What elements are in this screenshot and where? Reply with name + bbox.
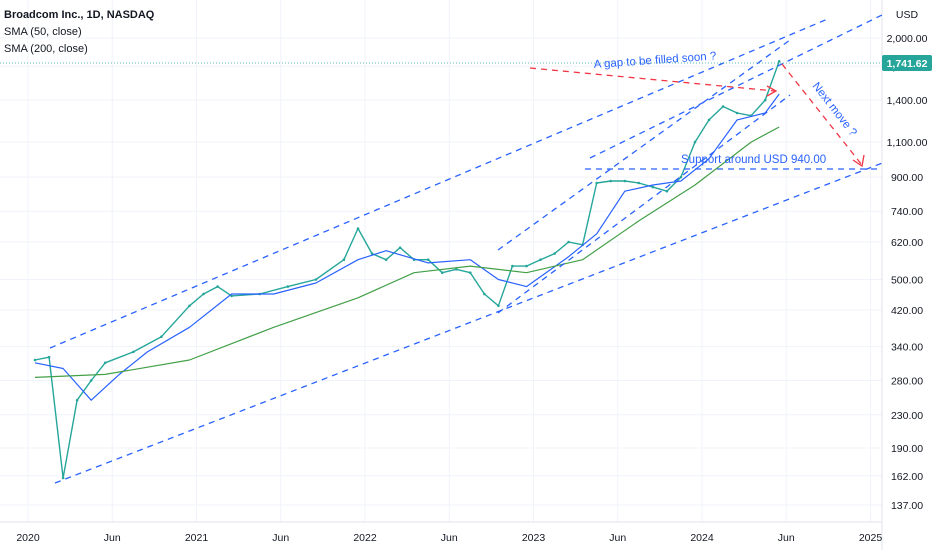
- x-ticks: 2020 Jun 2021 Jun 2022 Jun 2023 Jun 2024 Jun 2025: [16, 532, 882, 544]
- legend-sma200: SMA (200, close): [4, 43, 88, 55]
- price-point: [735, 111, 739, 115]
- currency-label: USD: [896, 9, 919, 21]
- gap-arrow-icon: [766, 85, 778, 97]
- x-tick-label: 2022: [353, 532, 377, 544]
- series-group: [33, 60, 781, 480]
- legend-sma50: SMA (50, close): [4, 26, 82, 38]
- price-point: [89, 379, 93, 382]
- price-point: [202, 292, 205, 296]
- sma200-line: [34, 126, 780, 378]
- x-tick-label: 2021: [185, 532, 209, 544]
- legend: Broadcom Inc., 1D, NASDAQ SMA (50, close…: [4, 7, 154, 58]
- price-point: [693, 140, 697, 144]
- price-point: [497, 304, 500, 308]
- y-tick-label: 190.00: [891, 443, 923, 455]
- steep-channel-upper-line: [497, 39, 791, 251]
- x-tick-label: Jun: [272, 532, 289, 544]
- price-point: [47, 355, 51, 359]
- price-point: [553, 252, 556, 255]
- x-tick-label: 2023: [522, 532, 546, 544]
- x-tick-label: Jun: [778, 532, 795, 544]
- price-point: [440, 271, 444, 275]
- y-tick-label: 230.00: [891, 410, 923, 422]
- price-point: [637, 181, 641, 185]
- x-tick-label: 2024: [690, 532, 714, 544]
- price-point: [707, 118, 711, 122]
- price-point: [539, 258, 542, 262]
- lower-channel-line: [54, 161, 886, 484]
- x-tick-label: Jun: [104, 532, 121, 544]
- y-tick-label: 1,400.00: [887, 95, 928, 107]
- price-point: [356, 227, 360, 230]
- price-point: [132, 350, 135, 354]
- price-point: [160, 335, 163, 339]
- price-point: [721, 105, 725, 108]
- price-point: [426, 258, 430, 262]
- price-point: [61, 476, 65, 480]
- support-annotation: Support around USD 940.00: [681, 154, 826, 166]
- price-point: [595, 181, 598, 185]
- grid: [0, 0, 882, 522]
- y-tick-label: 740.00: [891, 206, 923, 218]
- price-point: [188, 304, 191, 308]
- y-tick-label: 420.00: [891, 305, 923, 317]
- y-tick-label: 2,000.00: [887, 33, 928, 45]
- last-price-badge: 1,741.62: [882, 55, 932, 71]
- price-point: [455, 268, 458, 271]
- price-point: [665, 189, 669, 193]
- y-tick-label: 500.00: [891, 274, 923, 286]
- price-point: [75, 398, 79, 402]
- last-price-label: 1,741.62: [887, 58, 928, 70]
- gap-line: [529, 67, 776, 92]
- x-tick-label: Jun: [609, 532, 626, 544]
- price-point: [483, 292, 486, 296]
- y-ticks: 2,000.001,700.001,400.001,100.00900.0074…: [887, 33, 928, 512]
- y-tick-label: 280.00: [891, 375, 923, 387]
- y-tick-label: 162.00: [891, 471, 923, 483]
- price-point: [777, 60, 781, 63]
- price-point: [567, 240, 570, 244]
- last-price-badge-bg: [882, 55, 932, 71]
- price-point: [370, 252, 374, 255]
- price-point: [216, 285, 219, 288]
- price-point: [286, 285, 290, 288]
- legend-title: Broadcom Inc., 1D, NASDAQ: [4, 9, 155, 21]
- steep-channel-lower-line: [497, 94, 791, 314]
- price-point: [342, 258, 346, 262]
- price-point: [511, 264, 514, 268]
- price-point: [679, 175, 683, 179]
- x-tick-label: 2020: [16, 532, 40, 544]
- price-point: [103, 361, 107, 365]
- price-point: [609, 179, 612, 183]
- y-tick-label: 340.00: [891, 342, 923, 354]
- sma50-line: [34, 93, 780, 401]
- price-point: [33, 358, 37, 362]
- price-point: [314, 278, 318, 281]
- y-tick-label: 620.00: [891, 237, 923, 249]
- y-tick-label: 1,100.00: [887, 137, 928, 149]
- next-move-arrow-icon: [852, 154, 865, 168]
- x-tick-label: Jun: [441, 532, 458, 544]
- upper-channel-line: [49, 17, 831, 349]
- price-point: [384, 258, 388, 262]
- price-point: [398, 246, 402, 249]
- x-tick-label: 2025: [859, 532, 883, 544]
- price-point: [525, 264, 528, 268]
- price-point: [469, 271, 472, 275]
- price-point: [651, 185, 655, 189]
- price-point: [623, 179, 627, 183]
- y-tick-label: 900.00: [891, 172, 923, 184]
- y-tick-label: 137.00: [891, 500, 923, 512]
- price-point: [763, 98, 767, 102]
